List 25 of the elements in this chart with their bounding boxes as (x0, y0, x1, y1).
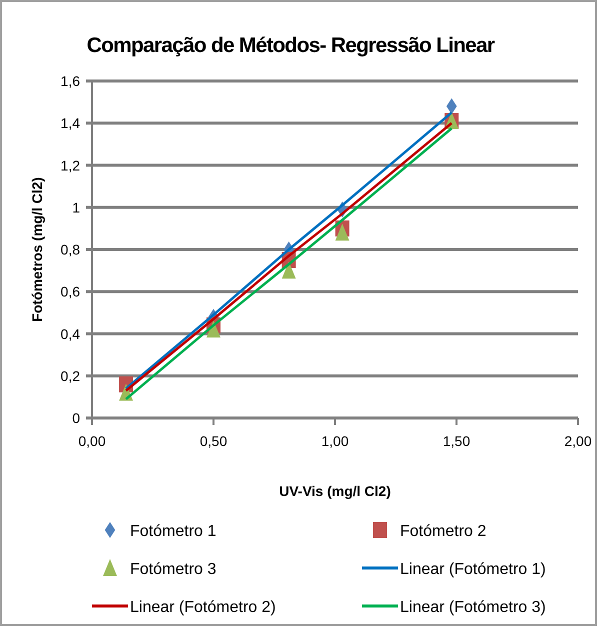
point (335, 224, 350, 241)
y-tick-label: 1 (72, 199, 80, 216)
legend-label: Fotómetro 1 (130, 523, 216, 540)
y-axis-title: Fotómetros (mg/l Cl2) (29, 177, 45, 322)
y-tick-label: 1,4 (60, 115, 80, 132)
y-tick-label: 0,4 (60, 326, 80, 342)
legend-label: Fotómetro 2 (400, 523, 486, 540)
point (282, 262, 296, 279)
chart-title: Comparação de Métodos- Regressão Linear (86, 34, 495, 57)
y-tick-label: 0 (72, 410, 80, 426)
legend-label: Linear (Fotómetro 2) (130, 599, 276, 616)
x-tick-label: 1,00 (321, 433, 349, 449)
legend-label: Fotómetro 3 (130, 561, 216, 578)
y-tick-label: 0,8 (60, 242, 80, 258)
x-tick-label: 1,50 (442, 433, 470, 449)
legend-label: Linear (Fotómetro 1) (400, 561, 546, 578)
x-tick-label: 0,50 (200, 433, 228, 449)
y-tick-label: 0,6 (60, 284, 80, 300)
y-tick-label: 1,6 (60, 73, 80, 89)
legend-label: Linear (Fotómetro 3) (400, 599, 546, 616)
x-axis-title: UV-Vis (mg/l Cl2) (279, 483, 391, 499)
y-tick-label: 1,2 (60, 157, 80, 174)
y-tick-label: 0,2 (60, 368, 80, 384)
x-tick-label: 0,00 (78, 433, 106, 449)
x-tick-label: 2,00 (564, 433, 592, 449)
